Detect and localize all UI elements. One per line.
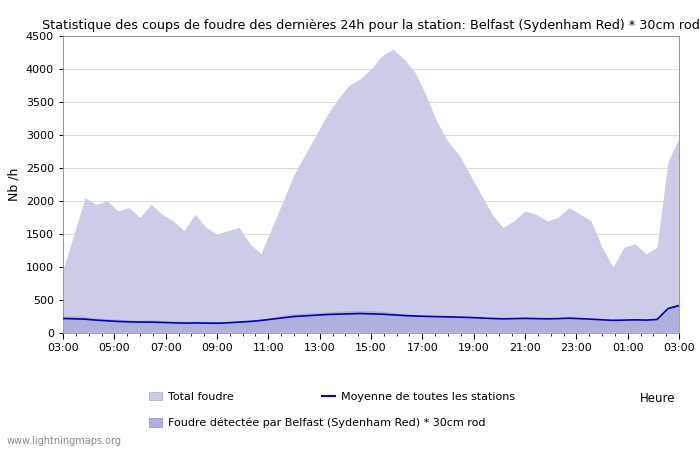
Text: Heure: Heure xyxy=(640,392,676,405)
Y-axis label: Nb /h: Nb /h xyxy=(7,168,20,201)
Legend: Foudre détectée par Belfast (Sydenham Red) * 30cm rod: Foudre détectée par Belfast (Sydenham Re… xyxy=(148,418,485,428)
Title: Statistique des coups de foudre des dernières 24h pour la station: Belfast (Syde: Statistique des coups de foudre des dern… xyxy=(42,19,700,32)
Text: www.lightningmaps.org: www.lightningmaps.org xyxy=(7,436,122,446)
